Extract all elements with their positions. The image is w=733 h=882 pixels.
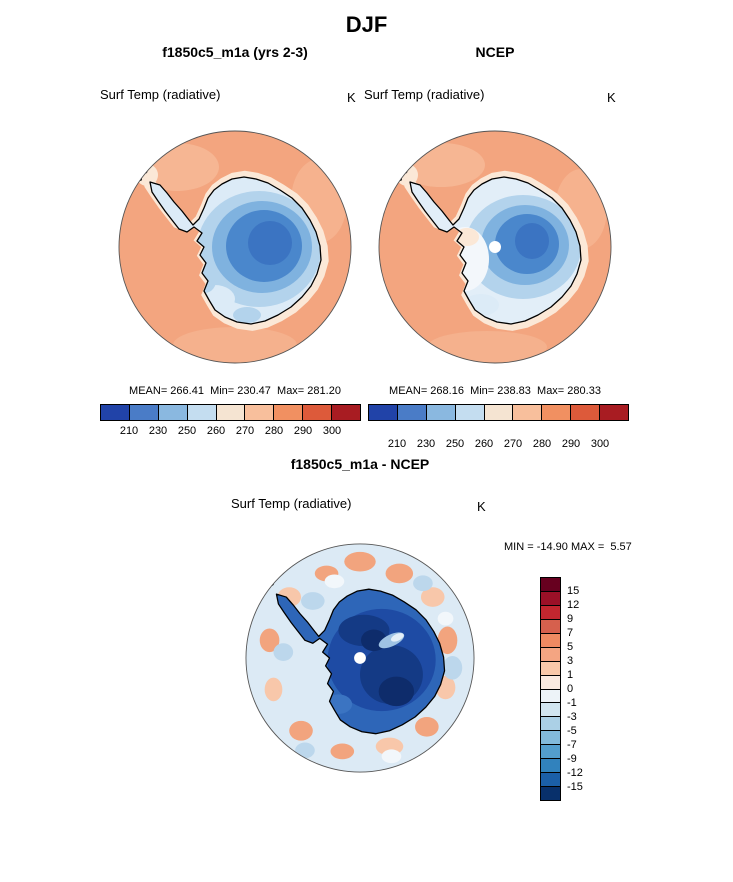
model-polar-map	[117, 129, 353, 365]
obs-units-label: K	[607, 90, 616, 105]
diff-polar-map	[244, 542, 476, 774]
model-stats: MEAN= 266.41 Min= 230.47 Max= 281.20	[129, 385, 341, 397]
obs-case-title: NCEP	[475, 44, 515, 60]
diff-colorbar	[540, 577, 561, 801]
diff-field-label: Surf Temp (radiative)	[231, 496, 352, 511]
obs-stats: MEAN= 268.16 Min= 238.83 Max= 280.33	[389, 385, 601, 397]
obs-colorbar-ticks: 210 230 250 260 270 280 290 300	[387, 438, 610, 450]
obs-polar-map	[377, 129, 613, 365]
model-colorbar-ticks: 210 230 250 260 270 280 290 300	[119, 425, 342, 437]
diff-title: f1850c5_m1a - NCEP	[290, 456, 430, 472]
diff-colorbar-ticks: 15 12 9 7 5 3 1 0 -1 -3 -5 -7 -9 -12 -15	[567, 585, 583, 793]
obs-colorbar	[368, 404, 629, 421]
model-case-title: f1850c5_m1a (yrs 2-3)	[162, 44, 308, 60]
model-units-label: K	[347, 90, 356, 105]
diff-minmax: MIN = -14.90 MAX = 5.57	[504, 541, 632, 553]
model-field-label: Surf Temp (radiative)	[100, 87, 221, 102]
obs-field-label: Surf Temp (radiative)	[364, 87, 485, 102]
season-title: DJF	[345, 12, 388, 37]
diff-units-label: K	[477, 499, 486, 514]
model-colorbar	[100, 404, 361, 421]
